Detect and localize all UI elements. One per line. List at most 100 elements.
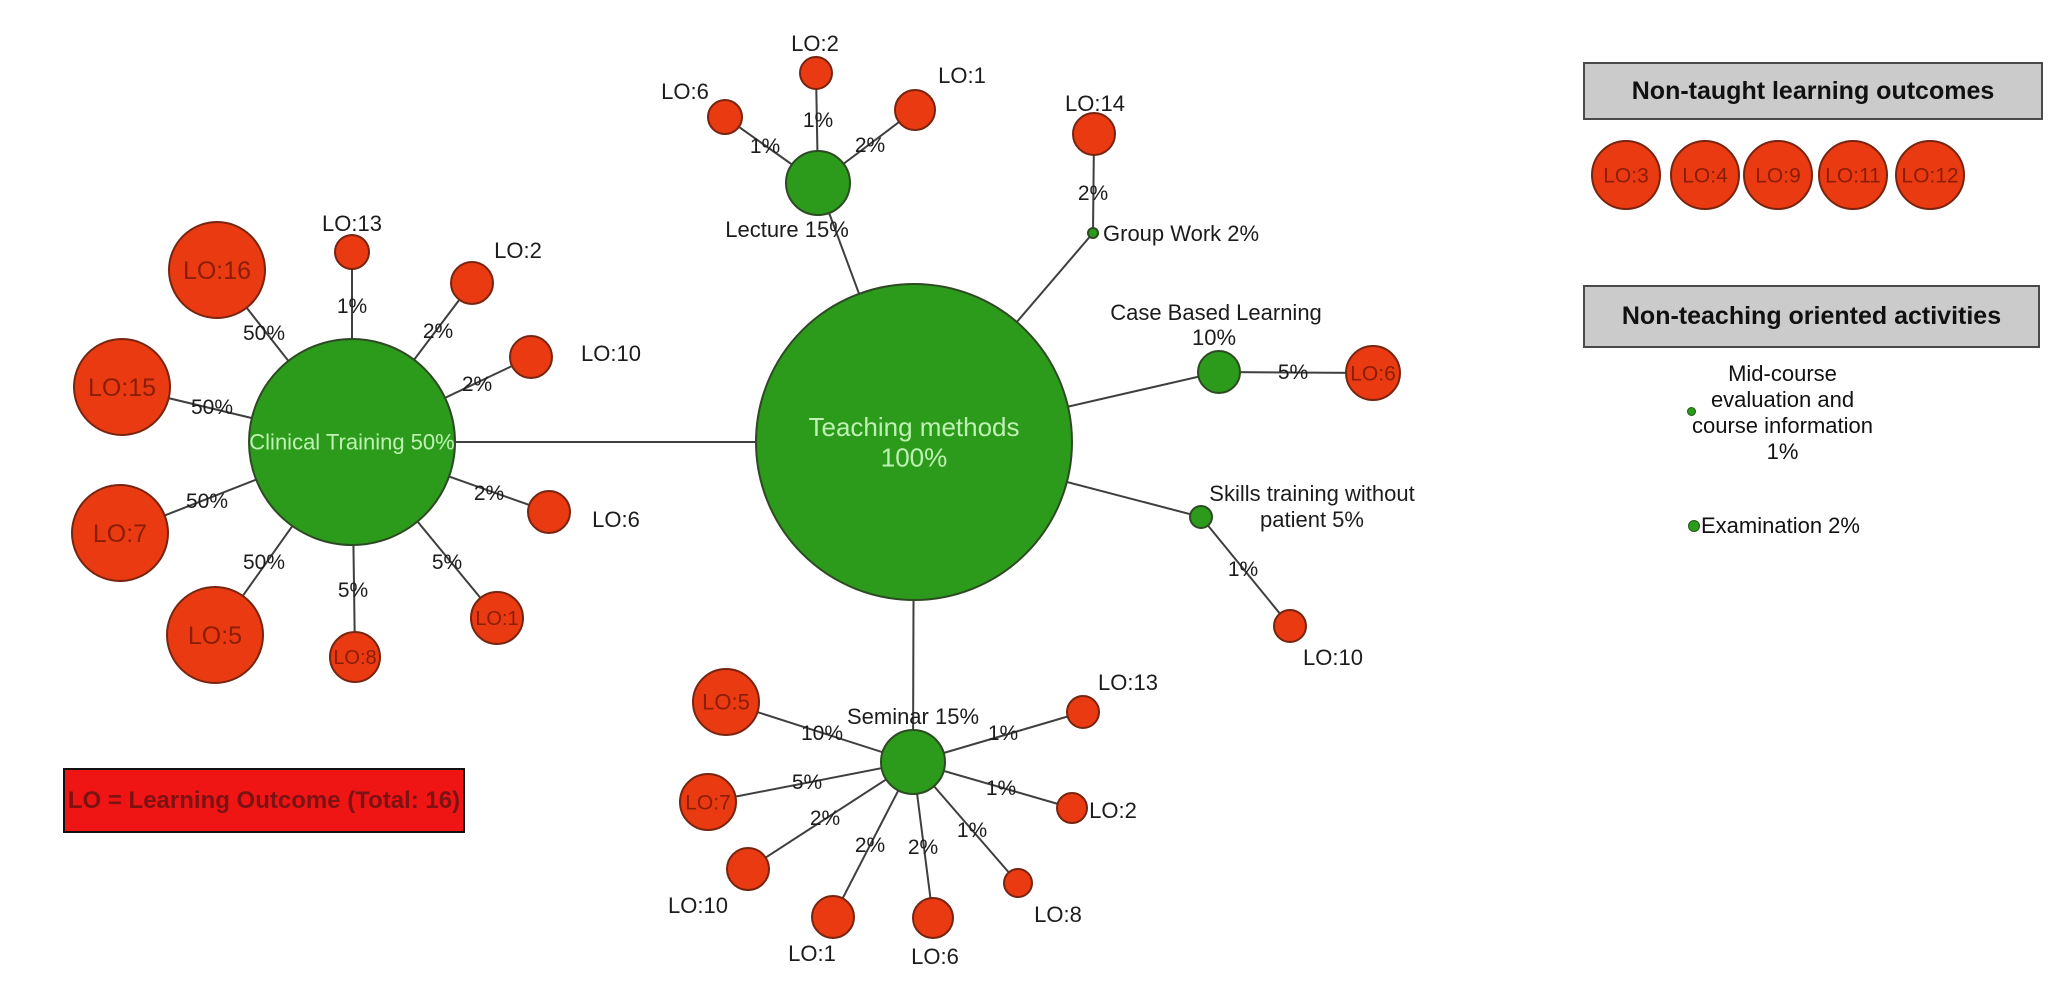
node-sem-lo8-circle: [1003, 868, 1033, 898]
edge-label-13: 2%: [1078, 182, 1108, 205]
node-sem-lo2-circle: [1056, 792, 1088, 824]
node-nt-lo11-label: LO:11: [1825, 164, 1881, 187]
text-label-15: Seminar 15%: [847, 704, 979, 729]
node-ct-lo7-label: LO:7: [93, 520, 147, 548]
non-teaching-activities-title: Non-teaching oriented activities: [1621, 302, 2002, 330]
node-ct-lo15-label: LO:15: [88, 374, 156, 402]
text-label-7: LO:14: [1065, 91, 1125, 116]
text-label-14: LO:10: [1303, 645, 1363, 670]
node-teaching-circle: [755, 283, 1073, 601]
text-label-5: LO:2: [791, 31, 839, 56]
edge-label-9: 5%: [432, 551, 462, 574]
node-sem-lo10-circle: [726, 847, 770, 891]
edge-skills-sk-lo10: [1200, 516, 1291, 627]
edge-label-16: 10%: [801, 722, 843, 745]
node-seminar-circle: [880, 729, 946, 795]
text-label-6: LO:1: [938, 63, 986, 88]
mid-course-dot-icon: [1687, 407, 1696, 416]
text-label-16: LO:10: [668, 893, 728, 918]
edge-label-6: 50%: [186, 490, 228, 513]
edge-label-21: 1%: [957, 819, 987, 842]
node-ct-lo13-circle: [334, 234, 370, 270]
node-teaching-label: Teaching methods 100%: [808, 412, 1019, 473]
node-nt-lo4-circle: [1670, 140, 1740, 210]
edge-label-0: 50%: [243, 322, 285, 345]
lo-legend-text: LO = Learning Outcome (Total: 16): [67, 786, 461, 814]
node-sem-lo7-label: LO:7: [685, 791, 731, 814]
text-label-20: LO:2: [1089, 798, 1137, 823]
node-ct-lo5-label: LO:5: [188, 622, 242, 650]
node-sem-lo1-circle: [811, 895, 855, 939]
edge-label-11: 1%: [803, 109, 833, 132]
node-ct-lo1-circle: [470, 591, 524, 645]
node-cbl-lo6-label: LO:6: [1350, 362, 1396, 385]
examination-label: Examination 2%: [1701, 513, 1860, 538]
node-nt-lo3-label: LO:3: [1603, 164, 1649, 187]
node-skills-circle: [1189, 505, 1213, 529]
text-label-18: LO:6: [911, 944, 959, 969]
node-lec-lo1-circle: [894, 89, 936, 131]
node-nt-lo12-circle: [1895, 140, 1965, 210]
text-label-11: 10%: [1192, 325, 1236, 350]
non-taught-outcomes-title: Non-taught learning outcomes: [1631, 76, 1995, 105]
text-label-10: Case Based Learning: [1110, 300, 1322, 325]
text-label-21: LO:13: [1098, 670, 1158, 695]
node-nt-lo9-label: LO:9: [1755, 164, 1801, 187]
node-nt-lo3-circle: [1591, 140, 1661, 210]
edge-label-8: 5%: [338, 579, 368, 602]
node-sem-lo13-circle: [1066, 695, 1100, 729]
text-label-12: Skills training without: [1209, 481, 1414, 506]
text-label-2: LO:10: [581, 341, 641, 366]
node-sem-lo5-circle: [692, 668, 760, 736]
edge-label-5: 2%: [474, 482, 504, 505]
non-teaching-activities-header: Non-teaching oriented activities: [1583, 285, 2040, 348]
node-ct-lo8-circle: [329, 631, 381, 683]
node-cbl-circle: [1197, 350, 1241, 394]
node-ct-lo16-label: LO:16: [183, 257, 251, 285]
node-nt-lo12-label: LO:12: [1901, 164, 1958, 187]
node-clinical-circle: [248, 338, 456, 546]
node-nt-lo11-circle: [1818, 140, 1888, 210]
edge-label-2: 2%: [423, 320, 453, 343]
node-ct-lo8-label: LO:8: [333, 647, 376, 669]
node-lec-lo2-circle: [799, 56, 833, 90]
edge-label-12: 2%: [855, 134, 885, 157]
node-lec-lo6-circle: [707, 99, 743, 135]
text-label-3: LO:6: [592, 507, 640, 532]
text-label-19: LO:8: [1034, 902, 1082, 927]
text-label-4: LO:6: [661, 79, 709, 104]
node-lecture-circle: [785, 150, 851, 216]
node-ct-lo7-circle: [71, 484, 169, 582]
lo-legend-box: LO = Learning Outcome (Total: 16): [63, 768, 465, 833]
node-nt-lo4-label: LO:4: [1682, 164, 1728, 187]
node-ct-lo15-circle: [73, 338, 171, 436]
node-ct-lo10-circle: [509, 335, 553, 379]
node-groupwork-circle: [1087, 227, 1099, 239]
edge-label-3: 2%: [462, 373, 492, 396]
edge-label-22: 1%: [986, 777, 1016, 800]
node-sk-lo10-circle: [1273, 609, 1307, 643]
node-ct-lo2-circle: [450, 261, 494, 305]
node-sem-lo7-circle: [679, 773, 737, 831]
edge-label-1: 1%: [337, 295, 367, 318]
text-label-9: Group Work 2%: [1103, 221, 1259, 246]
node-cbl-lo6-circle: [1345, 345, 1401, 401]
non-taught-outcomes-header: Non-taught learning outcomes: [1583, 62, 2043, 120]
node-ct-lo1-label: LO:1: [475, 608, 518, 630]
node-nt-lo9-circle: [1743, 140, 1813, 210]
edge-seminar-sem-lo7: [707, 761, 914, 803]
edge-label-19: 2%: [855, 834, 885, 857]
edge-label-15: 1%: [1228, 558, 1258, 581]
edge-label-10: 1%: [750, 135, 780, 158]
edge-label-20: 2%: [908, 836, 938, 859]
node-sem-lo5-label: LO:5: [702, 690, 750, 715]
node-ct-lo6-circle: [527, 490, 571, 534]
node-ct-lo16-circle: [168, 221, 266, 319]
edge-label-23: 1%: [988, 722, 1018, 745]
edge-label-18: 2%: [810, 807, 840, 830]
node-gw-lo14-circle: [1072, 112, 1116, 156]
examination-dot-icon: [1688, 520, 1700, 532]
text-label-13: patient 5%: [1260, 507, 1364, 532]
text-label-0: LO:13: [322, 211, 382, 236]
